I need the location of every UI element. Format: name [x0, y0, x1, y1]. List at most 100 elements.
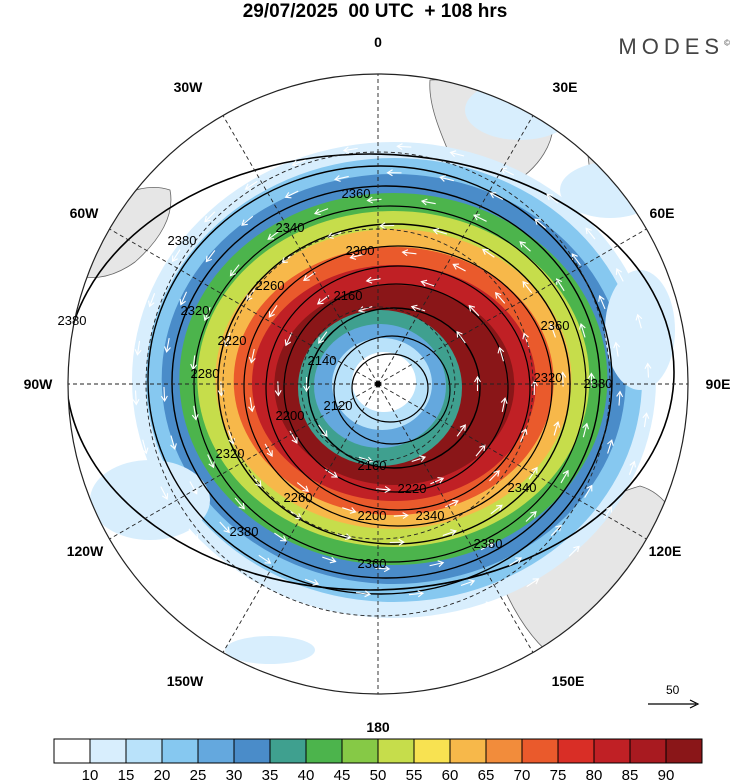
wind-arrow — [396, 143, 412, 151]
wind-arrow — [204, 211, 216, 223]
longitude-label: 120W — [67, 543, 104, 559]
wind-arrow — [615, 268, 624, 282]
wind-arrow — [408, 590, 425, 598]
colorbar-box — [305, 738, 343, 764]
contour-label: 2320 — [534, 370, 563, 385]
wind-arrow — [526, 578, 540, 587]
contour-label: 2160 — [358, 458, 387, 473]
wind-patch — [225, 636, 315, 664]
contour-label: 2260 — [284, 490, 313, 505]
wind-speed-bands — [132, 142, 656, 618]
wind-arrow — [429, 560, 445, 568]
colorbar-box — [629, 738, 667, 764]
wind-arrow — [579, 322, 586, 338]
wind-arrow — [264, 443, 273, 457]
contour-label: 2120 — [324, 398, 353, 413]
wind-arrow — [556, 278, 565, 292]
wind-arrow — [500, 397, 508, 412]
wind-arrow — [141, 439, 149, 455]
wind-arrow — [432, 228, 448, 235]
wind-arrow — [303, 271, 316, 281]
colorbar-tick-label: 25 — [190, 767, 207, 782]
colorbar-box — [269, 738, 307, 764]
wind-arrow — [386, 169, 402, 177]
wind-arrow — [642, 412, 650, 428]
contour-line — [265, 265, 531, 511]
contour-line — [243, 245, 553, 527]
colorbar-box — [233, 738, 271, 764]
wind-arrow — [241, 215, 254, 226]
wind-arrow — [244, 181, 258, 190]
contour-label: 2340 — [508, 480, 537, 495]
contour-label: 2320 — [216, 446, 245, 461]
colorbar-box — [521, 738, 559, 764]
contour-label: 2380 — [584, 376, 613, 391]
colorbar-tick-label: 65 — [478, 767, 495, 782]
colorbar-box — [377, 738, 415, 764]
wind-arrow — [546, 193, 559, 204]
wind-arrow — [549, 323, 556, 338]
contour-label: 2380 — [230, 524, 259, 539]
wind-arrow — [494, 291, 506, 304]
wind-arrow — [179, 291, 188, 306]
contour-label: 2360 — [541, 318, 570, 333]
meridian-line — [222, 115, 379, 385]
wind-arrow — [411, 455, 427, 462]
colorbar-box — [53, 738, 91, 764]
colorbar-ticks: 10 15 20 25 30 35 40 45 50 55 60 65 70 75 80 85 90 — [82, 767, 675, 782]
wind-arrow — [379, 222, 395, 230]
colorbar-tick-label: 35 — [262, 767, 279, 782]
wind-arrow — [475, 444, 486, 457]
longitude-label: 60W — [70, 205, 100, 221]
longitude-label: 150E — [552, 673, 585, 689]
contour-label: 2380 — [474, 536, 503, 551]
colorbar-boxes — [53, 738, 703, 764]
reference-vector-label: 50 — [666, 683, 680, 697]
colorbar-tick-label: 45 — [334, 767, 351, 782]
wind-arrow — [568, 545, 580, 557]
wind-arrow — [189, 481, 198, 495]
contour-label: 2200 — [276, 408, 305, 423]
wind-arrow — [616, 390, 624, 406]
wind-arrow — [474, 375, 481, 391]
wind-arrow — [480, 542, 495, 551]
contour-line — [283, 283, 509, 493]
wind-arrow — [560, 469, 569, 484]
wind-arrow — [635, 313, 643, 329]
colorbar-tick-label: 90 — [658, 767, 675, 782]
wind-arrow — [430, 477, 445, 485]
wind-arrow — [490, 504, 503, 515]
contour-label: 2140 — [308, 353, 337, 368]
wind-arrow — [171, 249, 181, 263]
wind-arrow — [500, 167, 514, 176]
meridian-line — [377, 383, 534, 653]
wind-arrow — [607, 439, 614, 454]
wind-arrow — [234, 497, 245, 510]
wind-arrow — [603, 505, 613, 519]
wind-arrow — [375, 565, 391, 573]
wind-arrow — [188, 528, 199, 541]
colorbar-tick-label: 75 — [550, 767, 567, 782]
wind-arrow — [489, 470, 500, 482]
contour-label: 2260 — [256, 278, 285, 293]
copyright-mark: © — [724, 38, 730, 48]
wind-patch — [90, 460, 210, 540]
wind-arrow — [519, 241, 531, 252]
contour-line — [333, 335, 451, 445]
wind-arrow — [164, 338, 171, 353]
wind-arrow — [228, 430, 235, 445]
contour-label: 2340 — [416, 508, 445, 523]
wind-arrow — [248, 348, 256, 364]
wind-arrow — [460, 579, 476, 587]
contour-line — [351, 353, 429, 423]
wind-arrow — [318, 331, 328, 344]
wind-arrow — [203, 307, 211, 322]
meridian-line — [109, 383, 379, 540]
wind-arrow — [270, 592, 284, 601]
wind-arrow — [393, 512, 409, 520]
contour-label: 2320 — [181, 303, 210, 318]
wind-arrow — [401, 249, 417, 257]
map-boundary — [67, 73, 689, 695]
wind-arrow — [584, 484, 593, 498]
